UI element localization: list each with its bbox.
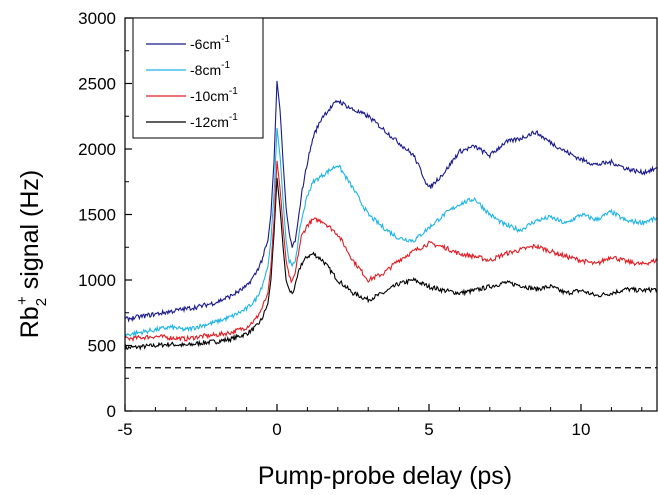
series-line-4 [124, 177, 658, 351]
y-tick-label: 1000 [78, 271, 116, 290]
legend-label-4: -12cm-1 [190, 112, 238, 130]
y-axis-title-sup: + [14, 296, 31, 305]
y-axis-title-rest: signal (Hz) [16, 170, 44, 296]
y-tick-label: 1500 [78, 206, 116, 225]
x-tick-label: 0 [272, 420, 281, 439]
series-line-1 [124, 80, 658, 323]
legend: -6cm-1 -8cm-1 -10cm-1 -12cm-1 [132, 17, 264, 139]
y-tick-label: 2000 [78, 140, 116, 159]
plot-area [124, 80, 658, 351]
y-tick-label: 0 [107, 402, 116, 421]
y-axis-title-main: Rb [16, 306, 44, 338]
legend-box [132, 17, 264, 139]
y-tick-label: 500 [88, 337, 116, 356]
series-line-3 [124, 160, 658, 343]
legend-label-3: -10cm-1 [190, 86, 238, 104]
x-tick-label: 10 [572, 420, 591, 439]
legend-label-2: -8cm-1 [190, 60, 230, 78]
legend-items: -6cm-1 -8cm-1 -10cm-1 -12cm-1 [146, 34, 238, 130]
y-tick-label: 3000 [78, 9, 116, 28]
legend-label-1: -6cm-1 [190, 34, 230, 52]
y-tick-label: 2500 [78, 75, 116, 94]
x-axis-title: Pump-probe delay (ps) [258, 462, 512, 490]
x-tick-label: -5 [117, 420, 132, 439]
x-tick-label: 5 [424, 420, 433, 439]
y-axis-title: Rb2+ signal (Hz) [14, 170, 50, 339]
series-line-2 [124, 127, 658, 338]
y-axis-title-sub: 2 [33, 298, 50, 306]
